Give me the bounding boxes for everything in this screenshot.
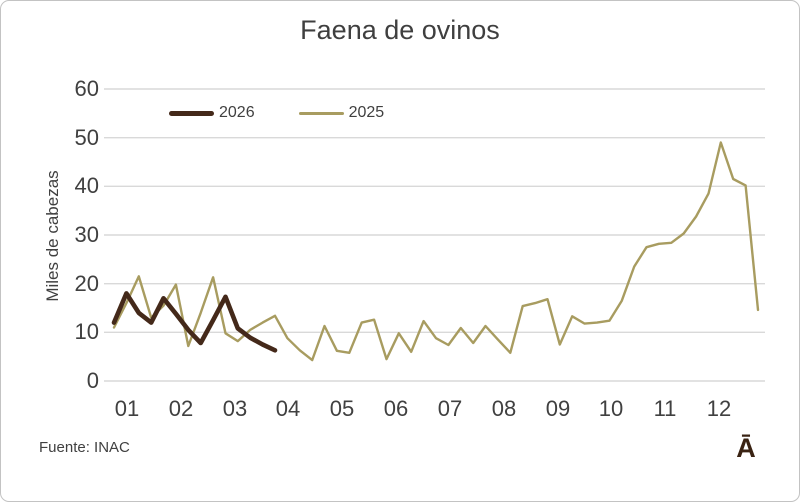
legend-line-swatch-2026 <box>169 110 214 116</box>
x-tick-label-11: 11 <box>653 396 677 421</box>
series-line-2025 <box>112 141 760 362</box>
y-tick-label-50: 50 <box>74 125 99 150</box>
x-tick-label-10: 10 <box>598 396 624 421</box>
y-tick-label-40: 40 <box>74 173 99 198</box>
y-tick-label-10: 10 <box>74 319 99 344</box>
x-tick-label-05: 05 <box>329 396 355 421</box>
chart-legend: 2026 2025 <box>169 102 384 124</box>
legend-label-2026: 2026 <box>219 104 255 121</box>
chart-title: Faena de ovinos <box>300 15 500 45</box>
y-tick-label-20: 20 <box>74 271 99 296</box>
x-tick-label-09: 09 <box>545 396 571 421</box>
x-tick-label-06: 06 <box>383 396 409 421</box>
x-tick-label-08: 08 <box>491 396 517 421</box>
series-line-2026 <box>111 291 278 353</box>
x-tick-label-01: 01 <box>114 396 140 421</box>
y-tick-label-60: 60 <box>74 76 99 101</box>
y-tick-label-30: 30 <box>74 222 99 247</box>
x-tick-label-07: 07 <box>437 396 463 421</box>
x-tick-label-12: 12 <box>706 396 732 421</box>
legend-line-swatch-2025 <box>298 111 344 115</box>
x-tick-label-03: 03 <box>222 396 248 421</box>
source-note: Fuente: INAC <box>39 439 130 456</box>
x-tick-label-02: 02 <box>168 396 194 421</box>
watermark-letter: Ā <box>736 433 756 463</box>
legend-label-2025: 2025 <box>348 104 385 121</box>
x-tick-label-04: 04 <box>275 396 301 421</box>
y-tick-label-0: 0 <box>86 368 99 393</box>
